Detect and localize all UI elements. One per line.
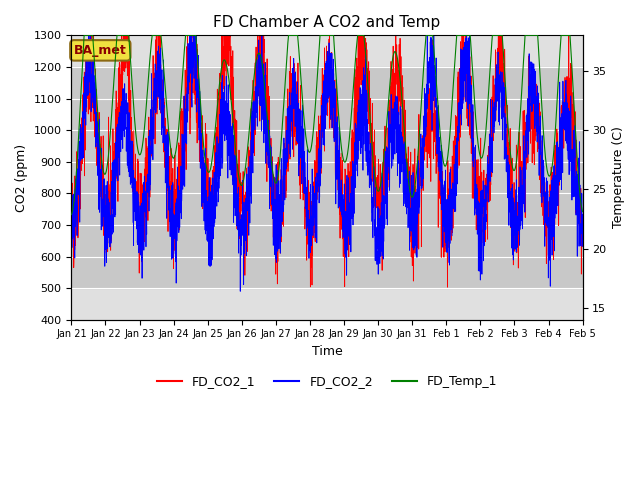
FD_CO2_1 — [490, 138, 497, 144]
Y-axis label: CO2 (ppm): CO2 (ppm) — [15, 144, 28, 212]
FD_CO2_2 — [230, 149, 237, 155]
FD_CO2_1 — [230, 120, 237, 125]
FD_CO2_1 — [86, 33, 94, 38]
FD_CO2_2 — [68, 216, 76, 222]
Line: FD_CO2_2: FD_CO2_2 — [72, 36, 582, 291]
Text: BA_met: BA_met — [74, 44, 127, 57]
FD_CO2_1 — [68, 209, 76, 215]
FD_CO2_1 — [424, 151, 432, 156]
FD_Temp_1 — [452, 49, 460, 55]
FD_Temp_1 — [230, 126, 237, 132]
FD_CO2_2 — [579, 228, 586, 234]
FD_CO2_2 — [424, 68, 432, 74]
Bar — [72, 67, 582, 288]
FD_Temp_1 — [81, 33, 88, 38]
X-axis label: Time: Time — [312, 345, 342, 358]
FD_CO2_2 — [424, 91, 432, 96]
FD_Temp_1 — [579, 209, 586, 215]
FD_Temp_1 — [490, 33, 497, 38]
Line: FD_Temp_1: FD_Temp_1 — [72, 36, 582, 215]
FD_CO2_1 — [444, 284, 451, 290]
FD_CO2_1 — [452, 113, 460, 119]
FD_Temp_1 — [68, 212, 76, 217]
FD_CO2_2 — [490, 119, 497, 124]
FD_CO2_1 — [392, 58, 399, 63]
FD_Temp_1 — [424, 33, 432, 38]
FD_Temp_1 — [424, 33, 432, 38]
FD_CO2_2 — [452, 208, 460, 214]
FD_CO2_1 — [579, 226, 586, 231]
Legend: FD_CO2_1, FD_CO2_2, FD_Temp_1: FD_CO2_1, FD_CO2_2, FD_Temp_1 — [152, 370, 502, 393]
Line: FD_CO2_1: FD_CO2_1 — [72, 36, 582, 287]
Y-axis label: Temperature (C): Temperature (C) — [612, 127, 625, 228]
Title: FD Chamber A CO2 and Temp: FD Chamber A CO2 and Temp — [213, 15, 440, 30]
FD_Temp_1 — [392, 49, 399, 55]
FD_CO2_1 — [424, 87, 432, 93]
FD_CO2_2 — [84, 33, 92, 38]
FD_CO2_2 — [392, 103, 399, 109]
FD_CO2_2 — [236, 288, 244, 294]
